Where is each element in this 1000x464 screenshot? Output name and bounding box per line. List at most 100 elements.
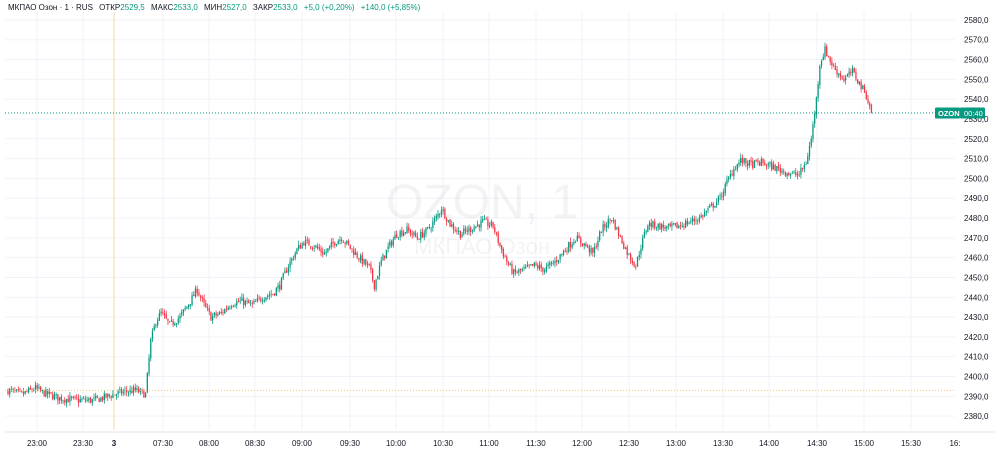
candle-body [581, 243, 584, 247]
candle-body [702, 215, 704, 217]
candle [129, 385, 131, 396]
candle-body [561, 253, 563, 255]
candle-body [363, 259, 365, 264]
candle [593, 243, 596, 258]
candle-body [91, 399, 93, 403]
candle [306, 236, 308, 244]
price-tick-label: 2480,0 [964, 214, 989, 223]
candle [279, 280, 281, 293]
candle-body [836, 69, 838, 75]
candle [160, 308, 162, 317]
candle [187, 304, 190, 310]
candle-body [593, 246, 596, 253]
candle-body [492, 221, 494, 228]
candle-body [683, 225, 685, 228]
candle-body [27, 388, 30, 393]
candle [588, 244, 591, 257]
candle-body [279, 284, 281, 290]
symbol-legend[interactable]: МКПАО Озон · 1 · RUS ОТКР2529,5 МАКС2533… [8, 3, 420, 12]
candle-body [131, 389, 133, 394]
candle-body [86, 399, 88, 401]
candle-body [301, 243, 303, 249]
candle [858, 81, 861, 86]
candle-body [394, 234, 396, 240]
candle-body [181, 312, 183, 315]
candle-body [822, 56, 824, 61]
candle [676, 221, 678, 229]
price-tick-label: 2450,0 [964, 273, 989, 282]
candle [796, 170, 799, 180]
candle-body [783, 170, 785, 172]
candle [736, 163, 738, 173]
time-tick-label: 11:00 [479, 439, 499, 448]
candle [65, 398, 68, 408]
candle-body [296, 248, 298, 254]
time-tick-label: 23:30 [73, 439, 94, 448]
candle-body [504, 256, 506, 258]
candle [626, 244, 628, 259]
candle [554, 256, 556, 268]
candle-body [514, 268, 517, 272]
candle [308, 237, 310, 246]
candle [86, 396, 88, 403]
candle-body [705, 211, 707, 213]
candle-body [113, 394, 116, 396]
candle [690, 217, 692, 225]
candle [841, 75, 843, 80]
candle-body [568, 242, 570, 252]
candle [642, 234, 644, 252]
candle [432, 217, 434, 232]
candle-body [122, 391, 124, 394]
legend-open-label: ОТКР [99, 3, 121, 12]
candle [186, 306, 188, 309]
candle [77, 394, 80, 408]
candle [631, 257, 634, 266]
candle-body [72, 396, 75, 398]
candle [617, 226, 620, 239]
candle-body [592, 247, 594, 253]
candle-body [155, 324, 157, 326]
time-tick-label: 16: [949, 439, 960, 448]
candle-body [470, 227, 472, 232]
candle-body [827, 55, 830, 57]
candle [119, 386, 121, 394]
candle-body [457, 230, 460, 232]
candle [294, 251, 296, 261]
candle-body [138, 388, 140, 393]
candle-body [542, 267, 544, 272]
time-axis[interactable]: 23:00 23:30 3 07:30 08:00 08:30 09:00 09:30 10:0… [27, 439, 961, 448]
legend-symbol[interactable]: МКПАО Озон · 1 · RUS [8, 3, 93, 12]
price-axis[interactable]: 2380,0 2390,0 2400,0 2410,0 2420,0 2430,0 2440… [964, 16, 989, 421]
candle-body [829, 56, 831, 62]
candle [789, 172, 792, 179]
candle-body [671, 223, 673, 227]
candle-body [440, 210, 443, 214]
candle [258, 295, 260, 301]
legend-low-value: 2527,0 [222, 3, 247, 12]
candle [624, 246, 627, 250]
candle-body [552, 262, 554, 264]
candle-body [172, 320, 174, 325]
candle-body [402, 232, 405, 237]
candle-body [371, 269, 374, 281]
candle-body [52, 394, 54, 400]
candle [752, 157, 754, 170]
watermark-sub: МКПАО Озон [414, 234, 550, 259]
candle-body [359, 255, 362, 261]
candle-body [838, 73, 840, 76]
candle [287, 263, 290, 276]
candle [464, 225, 467, 235]
candle-body [771, 162, 773, 170]
candle [256, 294, 259, 303]
candle-body [101, 397, 104, 401]
candle-body [851, 67, 854, 74]
candle-body [676, 222, 678, 229]
candle [194, 285, 197, 299]
candle-body [98, 398, 100, 403]
candle [530, 264, 532, 266]
candle-body [70, 396, 73, 398]
candle [7, 388, 9, 396]
candle [390, 239, 393, 248]
